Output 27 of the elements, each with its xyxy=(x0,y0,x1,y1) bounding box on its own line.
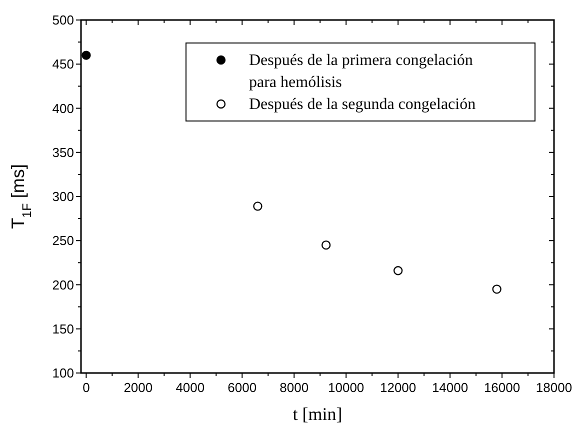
x-axis-title: t [min] xyxy=(292,404,342,424)
y-tick-label: 300 xyxy=(52,189,74,204)
x-tick-label: 6000 xyxy=(228,380,257,395)
y-tick-label: 150 xyxy=(52,321,74,336)
legend-label: Después de la segunda congelación xyxy=(249,96,476,113)
y-tick-label: 400 xyxy=(52,100,74,116)
x-tick-label: 16000 xyxy=(484,380,520,395)
x-tick-label: 12000 xyxy=(380,380,416,395)
point xyxy=(492,284,502,294)
point xyxy=(393,266,403,276)
x-tick-label: 10000 xyxy=(328,380,364,395)
legend-label: Después de la primera congelación para hemólisis xyxy=(249,52,473,91)
x-tick-label: 0 xyxy=(82,380,90,395)
point xyxy=(253,202,262,211)
point xyxy=(82,50,91,60)
y-tick-label: 200 xyxy=(52,277,74,292)
x-tick-label: 2000 xyxy=(124,380,153,395)
y-tick-label: 450 xyxy=(52,56,74,72)
y-tick-label: 350 xyxy=(52,144,74,160)
y-tick-label: 100 xyxy=(52,366,74,380)
point xyxy=(321,240,331,250)
y-tick-label: 250 xyxy=(52,233,74,248)
x-tick-label: 8000 xyxy=(280,380,309,395)
y-tick-label: 500 xyxy=(52,12,74,28)
x-tick-label: 18000 xyxy=(536,380,572,395)
x-tick-label: 4000 xyxy=(176,380,205,395)
x-tick-label: 14000 xyxy=(432,380,468,395)
